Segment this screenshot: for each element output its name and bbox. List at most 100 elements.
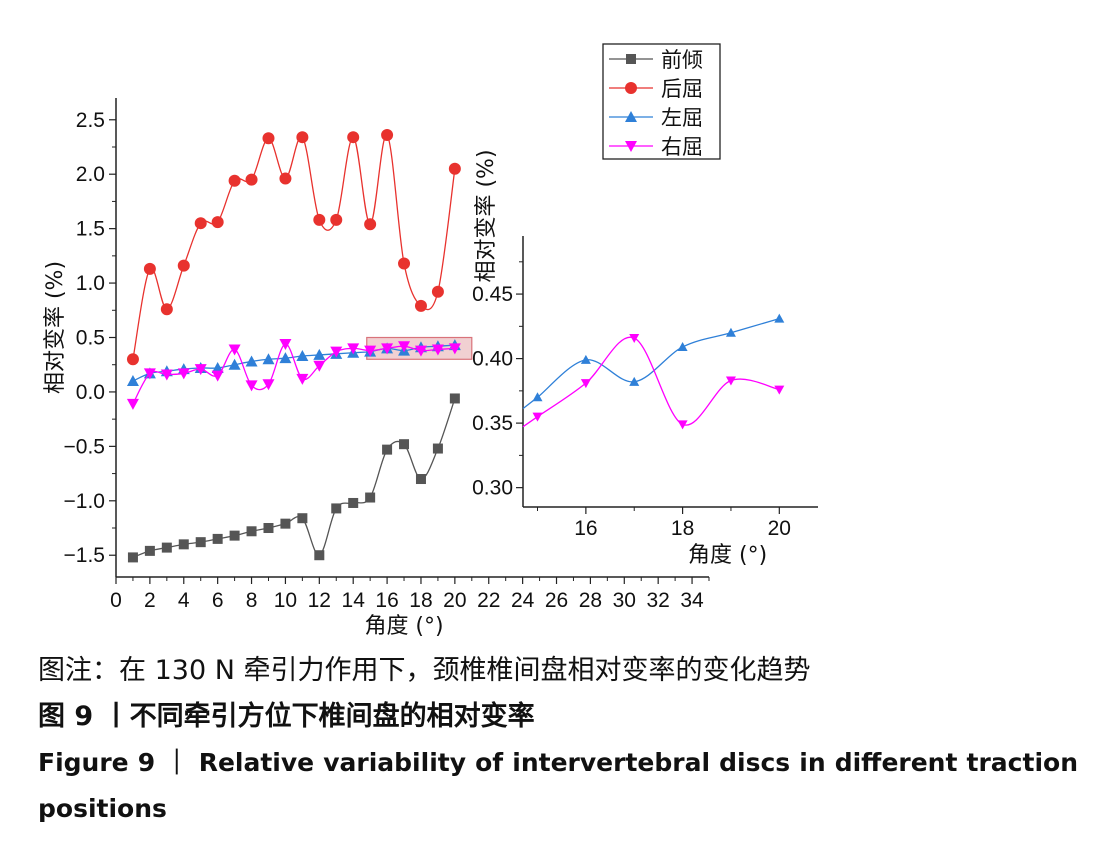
figure-title-en: Figure 9 ｜ Relative variability of inter… xyxy=(38,748,1078,823)
series-3-point xyxy=(245,355,258,367)
x-tick-label: 4 xyxy=(178,589,190,612)
inset-series-2-point xyxy=(629,333,640,343)
series-4-point xyxy=(398,341,411,353)
series-1-point xyxy=(415,474,426,485)
y-tick-label: 0.5 xyxy=(76,327,105,350)
x-tick-label: 18 xyxy=(409,589,432,612)
series-3-point xyxy=(211,361,224,373)
series-4-point xyxy=(143,368,156,380)
series-2-point xyxy=(364,218,377,231)
series-1-point xyxy=(432,443,443,454)
inset-x-tick-label: 18 xyxy=(671,517,694,540)
figure-note: 图注：在 130 N 牵引力作用下，颈椎椎间盘相对变率的变化趋势 xyxy=(38,655,811,686)
y-axis-label: 相对变率 (%) xyxy=(43,261,68,394)
series-1-point xyxy=(212,533,223,544)
series-2-point xyxy=(143,262,156,275)
series-2-line xyxy=(132,134,456,360)
legend-label: 右屈 xyxy=(661,135,703,159)
series-1-point xyxy=(314,550,325,561)
series-2-point xyxy=(330,213,343,226)
x-tick-label: 26 xyxy=(545,589,568,612)
series-1-point xyxy=(127,552,138,563)
series-2-point xyxy=(296,131,309,144)
series-1-line xyxy=(132,398,456,559)
series-4-point xyxy=(211,370,224,382)
x-tick-label: 6 xyxy=(212,589,224,612)
series-1-point xyxy=(449,393,460,404)
x-tick-label: 32 xyxy=(646,589,669,612)
series-2-point xyxy=(228,174,241,187)
y-tick-label: 2.0 xyxy=(76,163,105,186)
series-2-point xyxy=(414,299,427,312)
series-1-point xyxy=(161,542,172,553)
legend-marker xyxy=(625,111,637,122)
inset-series-1-point xyxy=(677,341,688,351)
series-4-point xyxy=(381,343,394,355)
inset-y-tick-label: 0.30 xyxy=(472,477,513,500)
x-tick-label: 30 xyxy=(613,589,636,612)
x-tick-label: 28 xyxy=(579,589,602,612)
inset-series-2-point xyxy=(532,412,543,422)
x-tick-label: 34 xyxy=(680,589,704,612)
y-tick-label: −1.0 xyxy=(64,490,105,513)
series-4-point xyxy=(330,346,343,358)
series-4-point xyxy=(414,345,427,357)
series-3-point xyxy=(126,375,139,387)
series-4-point xyxy=(262,379,275,391)
series-2-point xyxy=(313,213,326,226)
inset-series-1-point xyxy=(532,392,543,402)
y-tick-label: 1.5 xyxy=(76,218,105,241)
main-chart: 0 2 4 6 8 10 12 14 16 18 20 22 24 26 28 30 32 34−1.5−1.0−… xyxy=(43,98,710,639)
series-3-point xyxy=(228,358,241,370)
series-4-point xyxy=(126,398,139,410)
inset-series-2-point xyxy=(725,376,736,386)
inset-series-2-point xyxy=(580,379,591,389)
inset-series-2-point xyxy=(774,385,785,395)
x-tick-label: 8 xyxy=(246,589,258,612)
inset-series-1-point xyxy=(774,313,785,323)
series-4-point xyxy=(347,343,360,355)
legend-box xyxy=(602,43,721,160)
inset-y-tick-label: 0.35 xyxy=(472,412,513,435)
series-4-point xyxy=(194,364,207,376)
series-2-point xyxy=(262,132,275,145)
series-1-point xyxy=(280,518,291,529)
x-tick-label: 12 xyxy=(308,589,331,612)
legend-marker xyxy=(625,141,637,152)
series-1-point xyxy=(229,530,240,541)
x-tick-label: 20 xyxy=(443,589,466,612)
legend-label: 左屈 xyxy=(661,106,703,130)
series-2-point xyxy=(245,173,258,186)
series-3-point xyxy=(279,352,292,364)
inset-x-tick-label: 20 xyxy=(768,517,791,540)
series-4-point xyxy=(279,339,292,351)
series-2-point xyxy=(381,129,394,142)
legend-label: 前倾 xyxy=(661,48,703,72)
series-4-point xyxy=(160,369,173,381)
series-2-point xyxy=(398,257,411,270)
inset-x-axis-label: 角度 (°) xyxy=(688,543,767,568)
series-2-point xyxy=(160,303,173,316)
inset-series-1-point xyxy=(580,354,591,364)
series-4-point xyxy=(177,368,190,380)
series-1-point xyxy=(178,539,189,550)
x-axis-label: 角度 (°) xyxy=(364,614,443,639)
series-4-point xyxy=(431,344,444,356)
figure-title-cn: 图 9 丨不同牵引方位下椎间盘的相对变率 xyxy=(38,701,535,732)
inset-series-1-point xyxy=(725,327,736,337)
series-2-point xyxy=(194,217,207,230)
series-1-point xyxy=(144,545,155,556)
inset-y-axis-label: 相对变率 (%) xyxy=(474,149,499,282)
series-2-point xyxy=(431,285,444,298)
series-1-point xyxy=(263,523,274,534)
inset-series-2-line xyxy=(522,336,780,428)
series-2-point xyxy=(279,172,292,185)
x-tick-label: 10 xyxy=(274,589,297,612)
series-3-point xyxy=(262,353,275,365)
series-4-point xyxy=(228,344,241,356)
series-4-point xyxy=(296,373,309,385)
inset-y-tick-label: 0.40 xyxy=(472,348,513,371)
series-4-point xyxy=(313,360,326,372)
legend-label: 后屈 xyxy=(661,77,703,101)
